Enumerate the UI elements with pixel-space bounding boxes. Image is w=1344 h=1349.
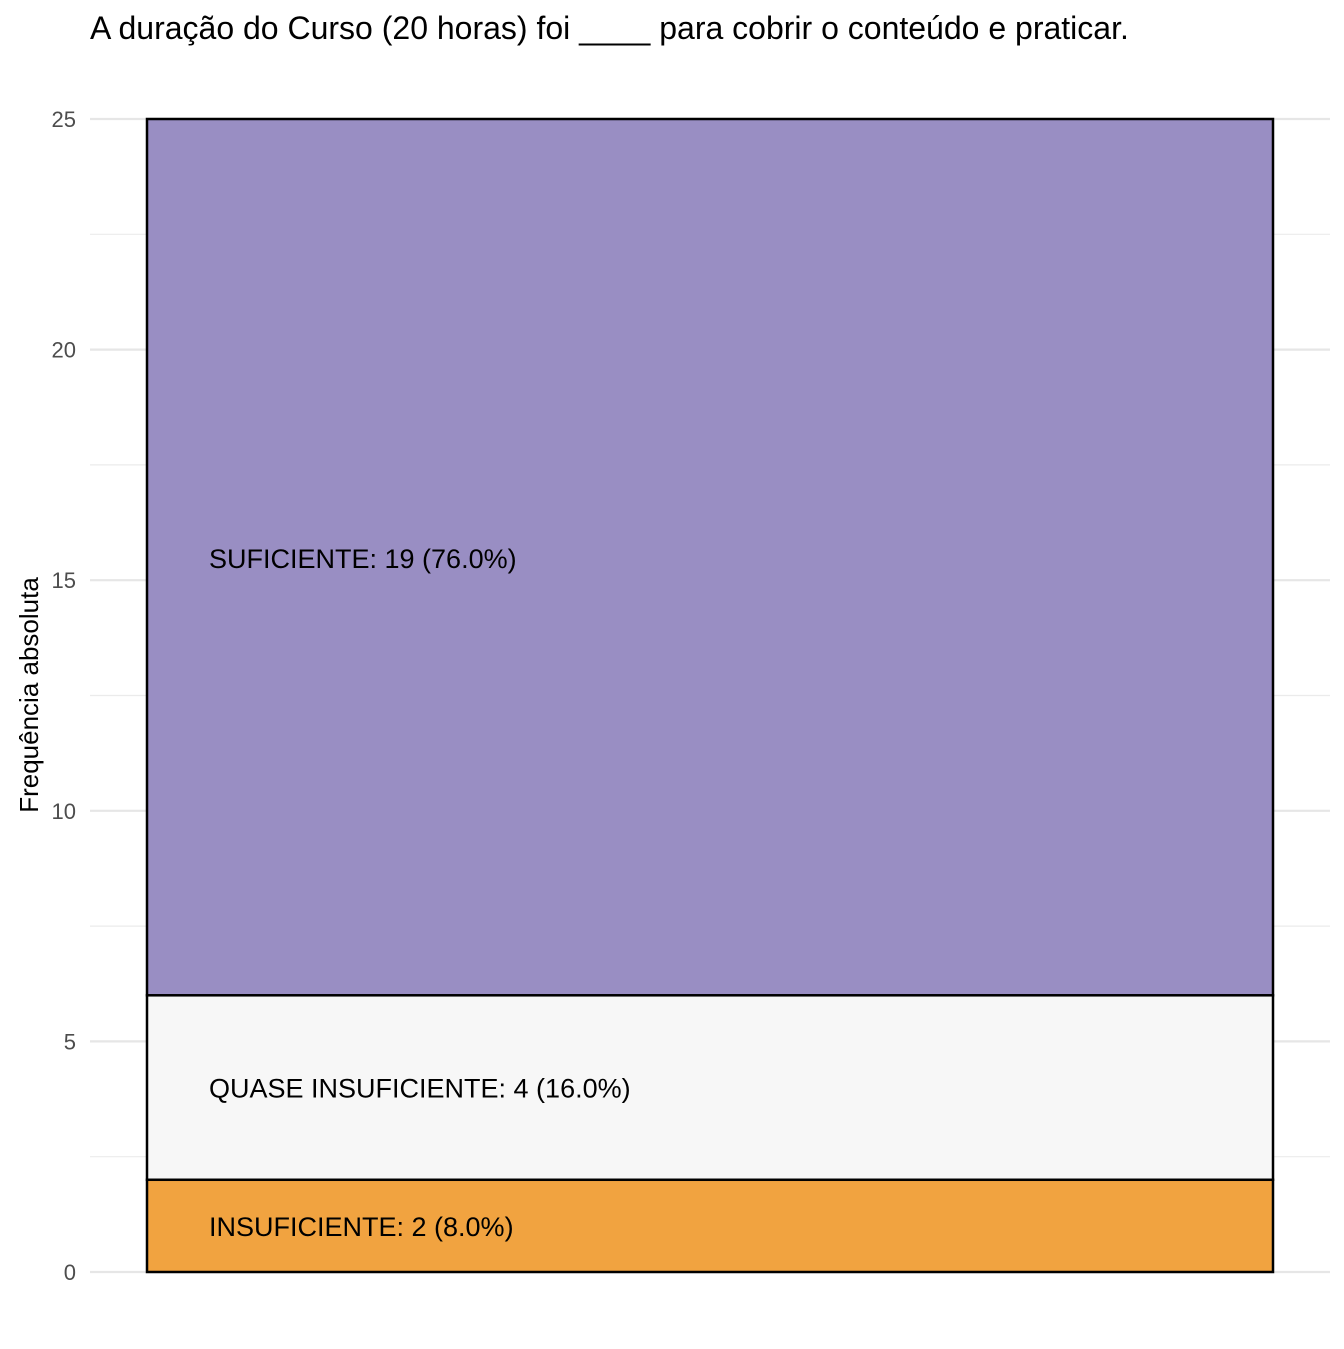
chart-title: A duração do Curso (20 horas) foi ____ p… xyxy=(90,10,1129,46)
y-tick-label: 25 xyxy=(52,107,76,132)
y-tick-label: 5 xyxy=(64,1029,76,1054)
data-label-quase-insuficiente: QUASE INSUFICIENTE: 4 (16.0%) xyxy=(209,1074,631,1104)
y-tick-label: 10 xyxy=(52,799,76,824)
y-tick-label: 20 xyxy=(52,338,76,363)
y-tick-label: 15 xyxy=(52,568,76,593)
bar-segments xyxy=(145,117,1275,1274)
bar-labels: INSUFICIENTE: 2 (8.0%) QUASE INSUFICIENTE… xyxy=(209,544,631,1242)
bar-segment-insuficiente xyxy=(145,1178,1275,1274)
data-label-suficiente: SUFICIENTE: 19 (76.0%) xyxy=(209,544,517,574)
bar-segment-suficiente xyxy=(145,117,1275,997)
data-label-insuficiente: INSUFICIENTE: 2 (8.0%) xyxy=(209,1212,514,1242)
y-tick-label: 0 xyxy=(64,1260,76,1285)
bar-segment-quase-insuficiente xyxy=(145,994,1275,1182)
y-axis-label: Frequência absoluta xyxy=(14,577,44,813)
y-axis-ticks: 0 5 10 15 20 25 xyxy=(52,107,76,1285)
